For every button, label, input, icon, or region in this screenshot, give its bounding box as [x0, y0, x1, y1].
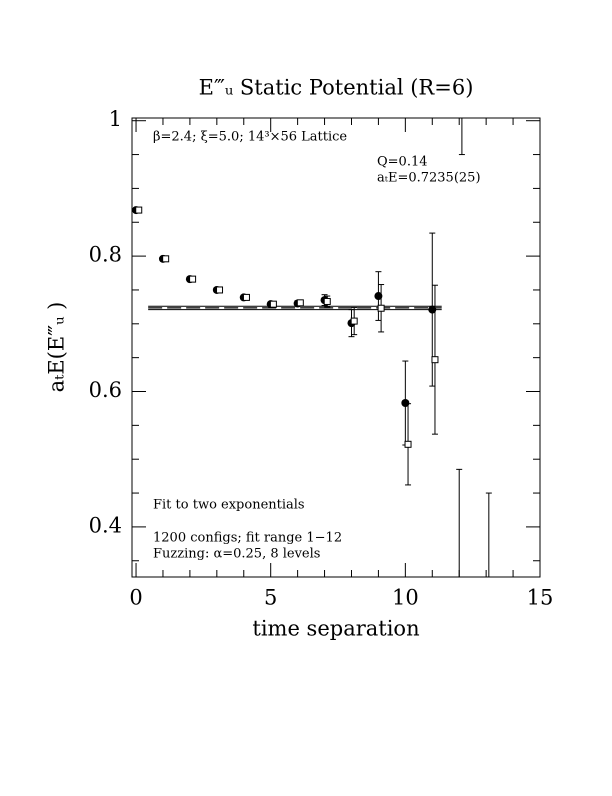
data-point — [377, 304, 385, 312]
y-axis-label: aₜE(E‴ᵤ ) — [45, 302, 69, 393]
data-point — [404, 440, 412, 448]
data-point — [242, 293, 250, 301]
data-point — [323, 297, 331, 305]
annotation: Q=0.14 — [377, 155, 428, 170]
y-tick-label: 1 — [109, 107, 122, 131]
x-tick-label: 0 — [129, 586, 142, 610]
x-axis-label: time separation — [252, 617, 419, 641]
data-point — [455, 624, 463, 632]
y-tick-label: 0.8 — [89, 243, 122, 267]
data-point — [216, 286, 224, 294]
annotation: Fuzzing: α=0.25, 8 levels — [153, 547, 320, 562]
data-point — [431, 356, 439, 364]
annotation: 1200 configs; fit range 1−12 — [153, 531, 342, 546]
data-point — [350, 317, 358, 325]
plot-frame — [131, 117, 541, 578]
x-tick-label: 15 — [527, 586, 554, 610]
chart-title: E‴ᵤ Static Potential (R=6) — [199, 76, 474, 100]
data-point — [401, 399, 410, 408]
x-tick-label: 10 — [392, 586, 419, 610]
plot-area — [132, 50, 492, 632]
data-point — [459, 50, 465, 56]
data-point — [296, 299, 304, 307]
data-point — [428, 305, 437, 314]
y-tick-label: 0.6 — [89, 378, 122, 402]
annotation: aₜE=0.7235(25) — [377, 171, 481, 186]
annotation: Fit to two exponentials — [153, 498, 305, 513]
data-point — [162, 255, 170, 263]
data-point — [486, 625, 492, 631]
data-point — [269, 300, 277, 308]
y-tick-label: 0.4 — [89, 513, 122, 537]
data-point — [135, 206, 143, 214]
data-point — [189, 275, 197, 283]
data-point — [374, 292, 383, 301]
annotation: β=2.4; ξ=5.0; 14³×56 Lattice — [153, 130, 347, 145]
x-tick-label: 5 — [264, 586, 277, 610]
